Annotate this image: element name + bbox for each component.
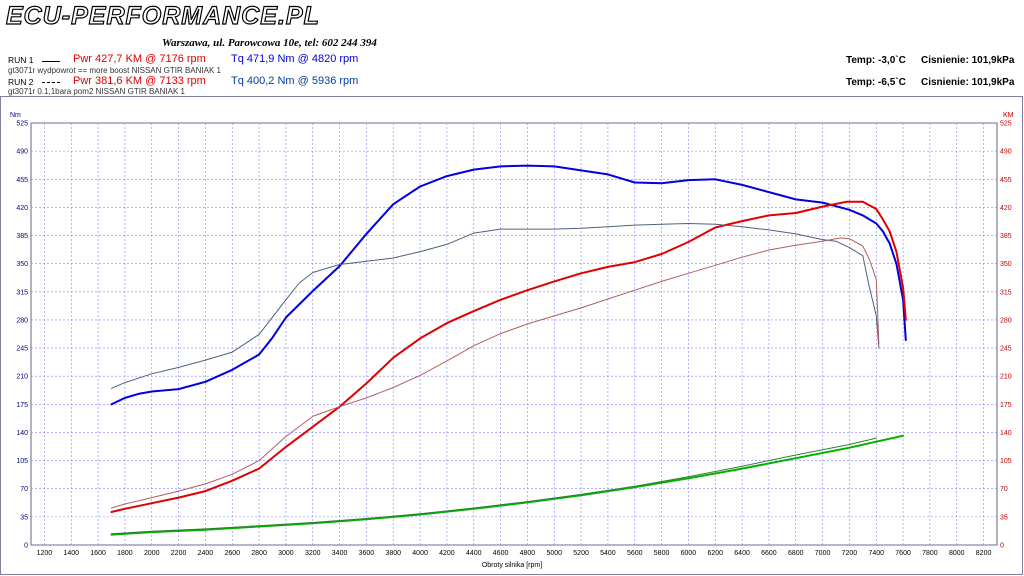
y-tick-label-left: 350	[16, 261, 28, 268]
y-tick-label-right: 35	[1000, 514, 1008, 521]
y-tick-label-left: 140	[16, 430, 28, 437]
y-tick-label-right: 420	[1000, 205, 1012, 212]
x-tick-label: 1600	[90, 550, 106, 557]
y-tick-label-right: 490	[1000, 149, 1012, 156]
x-tick-label: 2200	[171, 550, 187, 557]
x-tick-label: 2000	[144, 550, 160, 557]
x-tick-label: 4400	[466, 550, 482, 557]
plot-border	[30, 122, 998, 546]
y-tick-label-left: 175	[16, 402, 28, 409]
run1-swatch	[42, 61, 60, 62]
x-tick-label: 6600	[761, 550, 777, 557]
x-tick-label: 6000	[681, 550, 697, 557]
x-tick-label: 4600	[493, 550, 509, 557]
y-tick-label-left: 0	[24, 543, 28, 550]
y-tick-label-left: 245	[16, 346, 28, 353]
x-tick-label: 4200	[439, 550, 455, 557]
x-tick-label: 6400	[734, 550, 750, 557]
axes: 1200 1400 1600 1800 2000 2200 2400 2600 2800 3000…	[16, 121, 1011, 558]
x-tick-label: 2600	[224, 550, 240, 557]
y-tick-label-right: 280	[1000, 317, 1012, 324]
x-tick-label: 3200	[305, 550, 321, 557]
y-tick-label-right: 350	[1000, 261, 1012, 268]
x-axis-label: Obroty silnika [rpm]	[482, 562, 542, 569]
run1-pressure: Cisnienie: 101,9kPa	[921, 55, 1015, 66]
x-tick-label: 3600	[359, 550, 375, 557]
x-tick-label: 6800	[788, 550, 804, 557]
y-tick-label-right: 455	[1000, 177, 1012, 184]
x-tick-label: 2400	[198, 550, 214, 557]
y-tick-label-left: 315	[16, 289, 28, 296]
y-tick-label-left: 525	[16, 121, 28, 128]
x-tick-label: 5600	[627, 550, 643, 557]
y-tick-label-left: 280	[16, 317, 28, 324]
run2-pressure: Cisnienie: 101,9kPa	[921, 77, 1015, 88]
x-tick-label: 1400	[63, 550, 79, 557]
y-tick-label-right: 175	[1000, 402, 1012, 409]
run1-loss-line	[110, 434, 905, 536]
x-tick-label: 4000	[412, 550, 428, 557]
series-lines	[110, 164, 907, 536]
y-tick-label-left: 70	[20, 486, 28, 493]
run2-loss-line	[111, 437, 877, 535]
y-tick-label-right: 0	[1000, 543, 1004, 550]
y-tick-label-right: 525	[1000, 121, 1012, 128]
x-tick-label: 7800	[922, 550, 938, 557]
x-tick-label: 5200	[573, 550, 589, 557]
grid	[30, 122, 998, 546]
x-tick-label: 5400	[600, 550, 616, 557]
x-tick-label: 1800	[117, 550, 133, 557]
y-tick-label-right: 105	[1000, 458, 1012, 465]
y-tick-label-right: 245	[1000, 346, 1012, 353]
y-tick-label-left: 35	[20, 514, 28, 521]
x-tick-label: 6200	[707, 550, 723, 557]
y-axis-label-left: Nm	[10, 112, 21, 119]
y-tick-label-left: 210	[16, 374, 28, 381]
y-tick-label-left: 420	[16, 205, 28, 212]
logo: ECU-PERFORMANCE.PL	[5, 1, 320, 30]
run1-power: Pwr 427,7 KM @ 7176 rpm	[73, 53, 206, 65]
x-tick-label: 1200	[37, 550, 53, 557]
x-tick-label: 2800	[251, 550, 267, 557]
x-tick-label: 3400	[332, 550, 348, 557]
run1-torque: Tq 471,9 Nm @ 4820 rpm	[231, 53, 359, 65]
x-tick-label: 3000	[278, 550, 294, 557]
y-tick-label-right: 210	[1000, 374, 1012, 381]
run2-power-line	[111, 237, 880, 509]
y-tick-label-right: 140	[1000, 430, 1012, 437]
address: Warszawa, ul. Parowcowa 10e, tel: 602 24…	[162, 37, 377, 49]
x-tick-label: 4800	[520, 550, 536, 557]
run1-label: RUN 1	[8, 55, 34, 65]
run2-description: gt3071r 0.1,1bara pom2 NISSAN GTIR BANIA…	[8, 87, 185, 96]
run2-temperature: Temp: -6,5`C	[846, 77, 906, 88]
y-tick-label-left: 490	[16, 149, 28, 156]
run2-torque: Tq 400,2 Nm @ 5936 rpm	[231, 75, 359, 87]
x-tick-label: 8000	[949, 550, 965, 557]
y-tick-label-left: 385	[16, 233, 28, 240]
run2-power: Pwr 381,6 KM @ 7133 rpm	[73, 75, 206, 87]
run1-torque-line	[110, 164, 907, 406]
y-tick-label-left: 105	[16, 458, 28, 465]
x-tick-label: 5000	[546, 550, 562, 557]
run1-description: gt3071r wydpowrot == more boost NISSAN G…	[8, 66, 221, 75]
chart-frame	[0, 96, 1023, 575]
run1-power-line	[110, 200, 907, 513]
y-tick-label-right: 70	[1000, 486, 1008, 493]
x-tick-label: 7400	[868, 550, 884, 557]
x-tick-label: 7000	[815, 550, 831, 557]
y-tick-label-right: 315	[1000, 289, 1012, 296]
run2-torque-line	[111, 223, 880, 389]
x-tick-label: 7600	[895, 550, 911, 557]
y-tick-label-right: 385	[1000, 233, 1012, 240]
x-tick-label: 5800	[654, 550, 670, 557]
y-tick-label-left: 455	[16, 177, 28, 184]
run2-swatch	[42, 82, 60, 83]
run2-label: RUN 2	[8, 77, 34, 87]
x-tick-label: 7200	[842, 550, 858, 557]
x-tick-label: 3800	[385, 550, 401, 557]
y-axis-label-right: KM	[1003, 112, 1014, 119]
x-tick-label: 8200	[976, 550, 992, 557]
run1-temperature: Temp: -3,0`C	[846, 55, 906, 66]
